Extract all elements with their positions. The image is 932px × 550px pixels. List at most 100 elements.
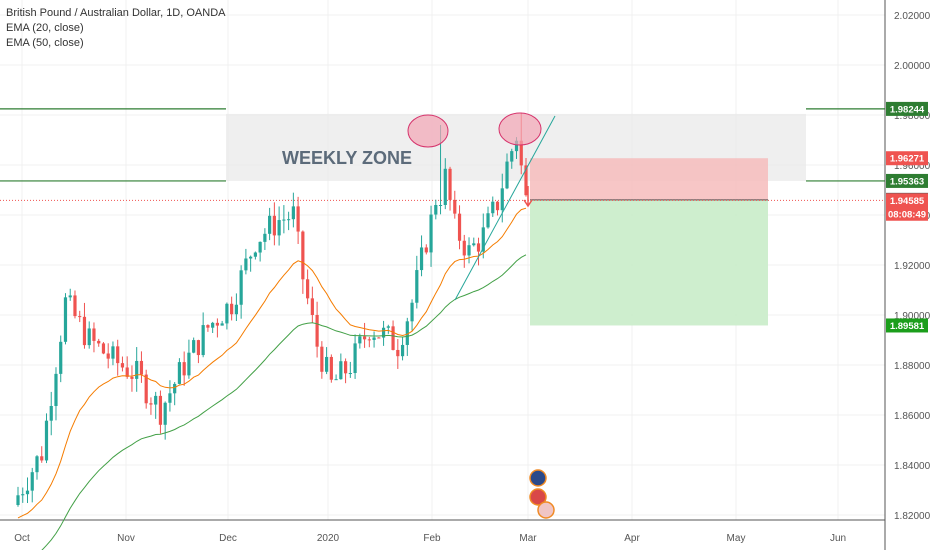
candle-body [405, 321, 409, 345]
candle-body [144, 374, 148, 404]
candle-body [125, 367, 129, 377]
ema50-line [41, 254, 527, 550]
candle-body [486, 213, 490, 228]
candle-body [239, 270, 243, 305]
x-tick-label: 2020 [317, 533, 340, 544]
price-label-bg [886, 206, 928, 221]
ema20-legend[interactable]: EMA (20, close) [6, 22, 84, 34]
candle-body [234, 304, 238, 315]
ema20-line [17, 207, 527, 519]
y-tick-label: 1.82000 [894, 511, 931, 522]
y-tick-label: 1.90000 [894, 311, 931, 322]
price-label: 08:08:49 [888, 209, 926, 220]
price-label: 1.96271 [890, 154, 925, 165]
x-tick-label: May [727, 533, 746, 544]
y-tick-label: 2.00000 [894, 61, 931, 72]
candle-body [120, 363, 125, 368]
candle-body [63, 297, 68, 342]
candle-body [54, 373, 58, 406]
price-label-bg [886, 173, 928, 188]
candle-body [263, 233, 267, 242]
event-flag-icon [529, 469, 547, 487]
candle-body [154, 395, 158, 405]
candle-body [230, 303, 234, 315]
candle-body [35, 456, 39, 473]
candle-body [173, 383, 177, 394]
candle-body [206, 325, 210, 328]
price-label: 1.94585 [890, 196, 925, 207]
candle-body [201, 325, 205, 356]
event-flag-icon [537, 501, 555, 519]
price-label-bg [886, 151, 928, 166]
candle-body [116, 346, 120, 364]
candle-body [329, 356, 333, 380]
candle-body [453, 199, 457, 214]
stop-loss-zone [530, 158, 768, 200]
y-tick-label: 1.88000 [894, 361, 931, 372]
candle-body [434, 205, 438, 215]
candle-body [163, 402, 167, 425]
candle-body [400, 344, 405, 357]
chart-legend: British Pound / Australian Dollar, 1D, O… [6, 6, 225, 51]
candle-body [177, 362, 182, 384]
candle-body [320, 346, 324, 372]
candle-body [334, 379, 338, 381]
price-label-bg [886, 318, 928, 333]
candle-body [348, 373, 352, 375]
candle-body [438, 205, 443, 206]
candle-body [244, 258, 248, 271]
candle-body [481, 227, 485, 252]
candle-body [310, 298, 314, 315]
candle-body [296, 206, 300, 232]
candle-body [30, 472, 34, 491]
candle-body [301, 231, 305, 280]
top-marker-2 [498, 112, 542, 146]
candle-body [353, 343, 357, 374]
candle-body [220, 323, 224, 326]
candle-body [367, 339, 371, 341]
candle-body [135, 360, 139, 379]
candle-body [106, 353, 110, 359]
candle-body [139, 360, 144, 375]
candle-body [396, 349, 400, 357]
candle-body [192, 340, 196, 353]
down-arrow-icon [523, 186, 533, 208]
candle-body [524, 165, 528, 196]
event-flag-icon [529, 488, 547, 506]
candle-body [87, 328, 91, 346]
candle-body [130, 376, 134, 379]
top-marker-1 [407, 114, 449, 148]
candle-body [82, 316, 87, 346]
y-tick-label: 1.96000 [894, 161, 931, 172]
x-tick-label: Mar [519, 533, 537, 544]
candle-body [377, 337, 381, 339]
x-tick-label: Nov [117, 533, 135, 544]
candle-body [73, 295, 77, 317]
candle-body [111, 346, 115, 359]
candle-body [514, 140, 519, 152]
candle-body [381, 327, 386, 338]
candle-body [225, 303, 229, 324]
candle-body [519, 140, 523, 166]
ema50-legend[interactable]: EMA (50, close) [6, 37, 84, 49]
candle-body [372, 337, 376, 340]
candle-body [187, 352, 191, 376]
candle-body [391, 326, 395, 350]
candle-body [429, 214, 433, 253]
candle-body [457, 213, 462, 241]
candle-body [324, 356, 329, 372]
candle-body [97, 340, 101, 344]
price-label-bg [886, 193, 928, 208]
weekly-zone-label: WEEKLY ZONE [282, 148, 412, 168]
candle-body [472, 243, 476, 246]
candle-body [500, 188, 504, 211]
candle-body [196, 340, 201, 356]
price-label: 1.89581 [890, 321, 925, 332]
candle-body [253, 252, 257, 257]
candle-body [315, 314, 319, 347]
candle-body [462, 240, 466, 256]
symbol-title[interactable]: British Pound / Australian Dollar, 1D, O… [6, 7, 226, 19]
